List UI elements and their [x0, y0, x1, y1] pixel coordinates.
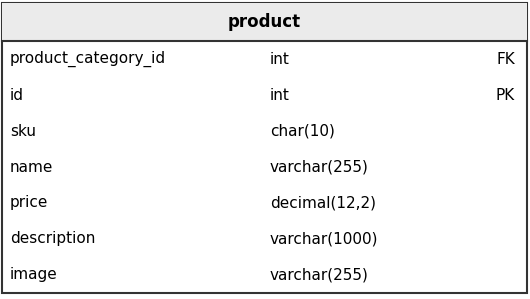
Text: description: description: [10, 231, 95, 246]
Text: price: price: [10, 196, 48, 210]
Text: name: name: [10, 159, 54, 175]
Bar: [2, 3, 527, 41]
Text: PK: PK: [496, 88, 515, 103]
Text: char(10): char(10): [270, 123, 335, 138]
Text: varchar(255): varchar(255): [270, 268, 369, 283]
Text: varchar(255): varchar(255): [270, 159, 369, 175]
Text: decimal(12,2): decimal(12,2): [270, 196, 376, 210]
Text: sku: sku: [10, 123, 36, 138]
Text: int: int: [270, 88, 290, 103]
Text: product: product: [228, 13, 301, 31]
Text: product_category_id: product_category_id: [10, 51, 166, 67]
Text: varchar(1000): varchar(1000): [270, 231, 378, 246]
Text: FK: FK: [496, 51, 515, 66]
Text: id: id: [10, 88, 24, 103]
Text: int: int: [270, 51, 290, 66]
Text: image: image: [10, 268, 58, 283]
